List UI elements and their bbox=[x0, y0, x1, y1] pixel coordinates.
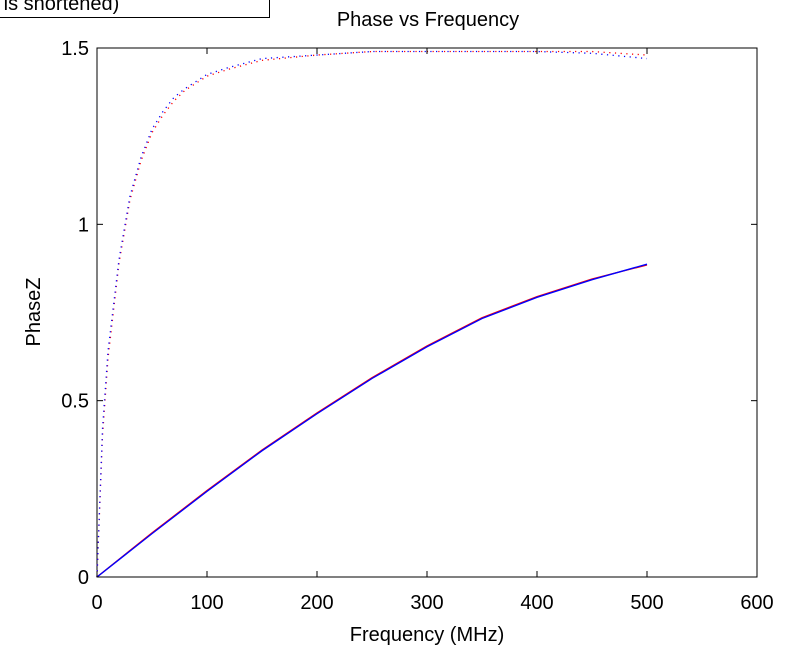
series-3-line bbox=[96, 50, 648, 578]
plot-area bbox=[96, 47, 758, 578]
x-tick-label: 600 bbox=[740, 592, 773, 614]
x-tick-label: 300 bbox=[410, 592, 443, 614]
x-tick-label: 400 bbox=[520, 592, 553, 614]
y-tick-label: 0 bbox=[78, 567, 89, 589]
x-axis-label: Frequency (MHz) bbox=[350, 624, 504, 646]
legend-box: e is shortened) bbox=[0, 0, 270, 18]
y-tick-label: 0.5 bbox=[61, 391, 89, 413]
y-tick-label: 1.5 bbox=[61, 38, 89, 60]
y-tick-label: 1 bbox=[78, 214, 89, 236]
series-1-line bbox=[96, 263, 648, 578]
x-tick-label: 500 bbox=[630, 592, 663, 614]
x-tick-label: 0 bbox=[91, 592, 102, 614]
y-axis-label: PhaseZ bbox=[23, 278, 45, 347]
x-tick-label: 100 bbox=[190, 592, 223, 614]
chart-title: Phase vs Frequency bbox=[337, 9, 519, 31]
legend-text: e is shortened) bbox=[0, 0, 120, 15]
x-tick-label: 200 bbox=[300, 592, 333, 614]
